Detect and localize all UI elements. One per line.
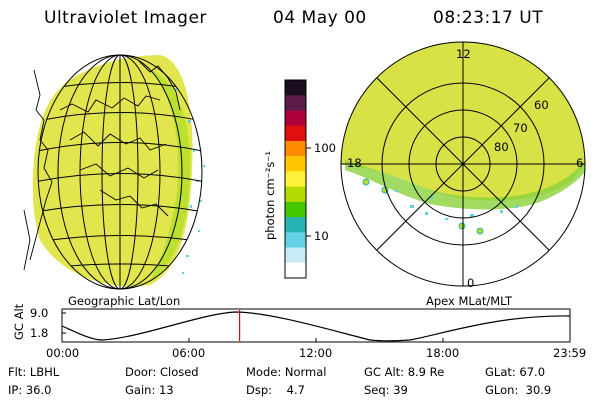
timeline-xtick-0600: 06:00	[172, 346, 206, 360]
filter-status: Flt: LBHL	[8, 365, 60, 379]
mlt-label-12: 12	[456, 47, 471, 61]
colorbar-frame	[284, 79, 307, 279]
ip-status: IP: 36.0	[8, 383, 52, 397]
mlat-label-70: 70	[513, 121, 528, 135]
mlt-label-6: 6	[576, 156, 584, 170]
dayglow-edge	[150, 70, 191, 282]
colorbar-band	[285, 171, 306, 188]
date-label: 04 May 00	[273, 8, 367, 28]
mlat-label-60: 60	[534, 98, 549, 112]
colorbar-band	[285, 247, 306, 264]
colorbar-tick-100: 100	[314, 141, 336, 155]
timeline-xtick-1200: 12:00	[299, 346, 333, 360]
timeline-ytick-1-8: 1.8	[30, 326, 49, 340]
orbit-timeline	[61, 308, 571, 343]
colorbar-tick-10: 10	[314, 229, 329, 243]
timeline-xtick-2359: 23:59	[553, 346, 587, 360]
colorbar-band	[285, 262, 306, 279]
right-panel-caption: Apex MLat/MLT	[426, 294, 513, 308]
colorbar-band	[285, 140, 306, 157]
time-label: 08:23:17 UT	[433, 8, 544, 28]
polar-grid	[340, 41, 586, 287]
colorbar-band	[285, 95, 306, 111]
colorbar-band	[285, 201, 306, 218]
timeline-ytick-9: 9.0	[30, 306, 49, 320]
colorbar-band	[285, 110, 306, 127]
dayglow-region	[32, 55, 193, 287]
glat-status: GLat: 67.0	[485, 365, 546, 379]
colorbar-band	[285, 125, 306, 142]
gain-status: Gain: 13	[125, 383, 174, 397]
colorbar-band	[285, 156, 306, 172]
mlt-label-18: 18	[347, 156, 362, 170]
gc-alt-status: GC Alt: 8.9 Re	[364, 365, 445, 379]
colorbar-band	[285, 217, 306, 233]
geographic-image	[23, 54, 205, 290]
colorbar-band	[285, 80, 306, 96]
timeline-axis-label: GC Alt	[12, 303, 26, 340]
door-status: Door: Closed	[125, 365, 199, 379]
dsp-status: Dsp: 4.7	[246, 383, 305, 397]
mlt-label-0: 0	[467, 276, 475, 290]
limb-noise	[175, 88, 205, 274]
timeline-xtick-0000: 00:00	[46, 346, 80, 360]
mode-status: Mode: Normal	[246, 365, 327, 379]
timeline-xtick-1800: 18:00	[426, 346, 460, 360]
colorbar-band	[285, 232, 306, 249]
timeline-ticks	[61, 338, 571, 342]
polar-noise	[395, 190, 518, 220]
colorbar-unit-label: photon cm⁻²s⁻¹	[263, 151, 277, 240]
altitude-curve	[61, 311, 571, 342]
coastline	[23, 59, 181, 271]
glon-status: GLon: 30.9	[485, 383, 552, 397]
polar-oval-edge	[345, 160, 585, 210]
polar-plot	[340, 41, 586, 287]
mlat-label-80: 80	[494, 140, 509, 154]
left-panel-caption: Geographic Lat/Lon	[68, 294, 181, 308]
seq-status: Seq: 39	[364, 383, 408, 397]
instrument-title: Ultraviolet Imager	[44, 8, 207, 28]
colorbar	[285, 80, 306, 279]
colorbar-band	[285, 186, 306, 203]
